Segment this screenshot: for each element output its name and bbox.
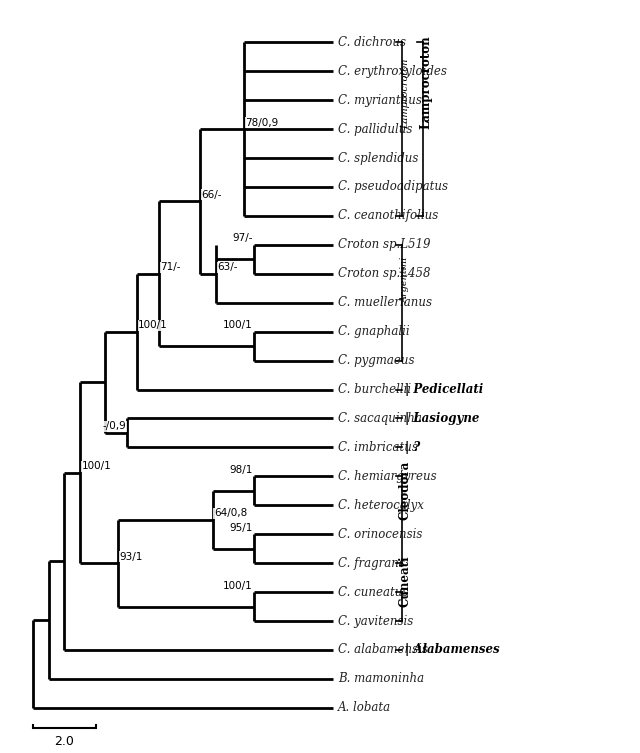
Text: 78/0,9: 78/0,9 bbox=[246, 117, 279, 127]
Text: 100/1: 100/1 bbox=[223, 581, 252, 590]
Text: C. yavitensis: C. yavitensis bbox=[338, 614, 413, 627]
Text: 66/-: 66/- bbox=[202, 190, 222, 200]
Text: C. ceanothifolius: C. ceanothifolius bbox=[338, 209, 438, 222]
Text: Argentini: Argentini bbox=[401, 257, 410, 303]
Text: Cuneati: Cuneati bbox=[399, 555, 412, 607]
Text: Lamprocroton: Lamprocroton bbox=[420, 35, 433, 129]
Text: | Pedicellati: | Pedicellati bbox=[404, 383, 483, 396]
Text: Lamprocroton: Lamprocroton bbox=[401, 59, 410, 129]
Text: | Alabamenses: | Alabamenses bbox=[404, 644, 499, 657]
Text: C. fragrans: C. fragrans bbox=[338, 556, 404, 570]
Text: 100/1: 100/1 bbox=[81, 462, 111, 471]
Text: C. hemiargyreus: C. hemiargyreus bbox=[338, 470, 436, 483]
Text: C. erythroxyloides: C. erythroxyloides bbox=[338, 65, 447, 78]
Text: Cleodora: Cleodora bbox=[399, 461, 412, 520]
Text: | ?: | ? bbox=[404, 441, 420, 454]
Text: | Lasiogyne: | Lasiogyne bbox=[404, 412, 479, 425]
Text: 93/1: 93/1 bbox=[119, 552, 143, 562]
Text: A. lobata: A. lobata bbox=[338, 701, 391, 715]
Text: C. pygmaeus: C. pygmaeus bbox=[338, 354, 414, 367]
Text: 97/-: 97/- bbox=[232, 233, 252, 243]
Text: -/0,9: -/0,9 bbox=[102, 422, 126, 431]
Text: C. myrianthus: C. myrianthus bbox=[338, 93, 422, 107]
Text: C. gnaphalii: C. gnaphalii bbox=[338, 325, 410, 338]
Text: C. alabamensis: C. alabamensis bbox=[338, 644, 428, 657]
Text: C. burchellii: C. burchellii bbox=[338, 383, 411, 396]
Text: C. orinocensis: C. orinocensis bbox=[338, 528, 422, 541]
Text: C. muellerianus: C. muellerianus bbox=[338, 296, 431, 309]
Text: C. pallidulus: C. pallidulus bbox=[338, 123, 412, 136]
Text: C. cuneatus: C. cuneatus bbox=[338, 586, 408, 599]
Text: B. mamoninha: B. mamoninha bbox=[338, 672, 424, 685]
Text: C. sacaquinha: C. sacaquinha bbox=[338, 412, 422, 425]
Text: 2.0: 2.0 bbox=[54, 736, 74, 748]
Text: 98/1: 98/1 bbox=[229, 465, 252, 475]
Text: Croton sp.L458: Croton sp.L458 bbox=[338, 267, 430, 280]
Text: 95/1: 95/1 bbox=[229, 523, 252, 533]
Text: C. pseudoadipatus: C. pseudoadipatus bbox=[338, 181, 447, 194]
Text: C. dichrous: C. dichrous bbox=[338, 35, 406, 49]
Text: C. heterocalyx: C. heterocalyx bbox=[338, 498, 424, 512]
Text: Croton sp.L519: Croton sp.L519 bbox=[338, 239, 430, 252]
Text: 63/-: 63/- bbox=[217, 262, 237, 273]
Text: 100/1: 100/1 bbox=[223, 320, 252, 331]
Text: 64/0,8: 64/0,8 bbox=[214, 508, 247, 518]
Text: 100/1: 100/1 bbox=[138, 320, 168, 331]
Text: C. imbricatus: C. imbricatus bbox=[338, 441, 417, 454]
Text: 71/-: 71/- bbox=[160, 262, 180, 273]
Text: C. splendidus: C. splendidus bbox=[338, 151, 418, 164]
